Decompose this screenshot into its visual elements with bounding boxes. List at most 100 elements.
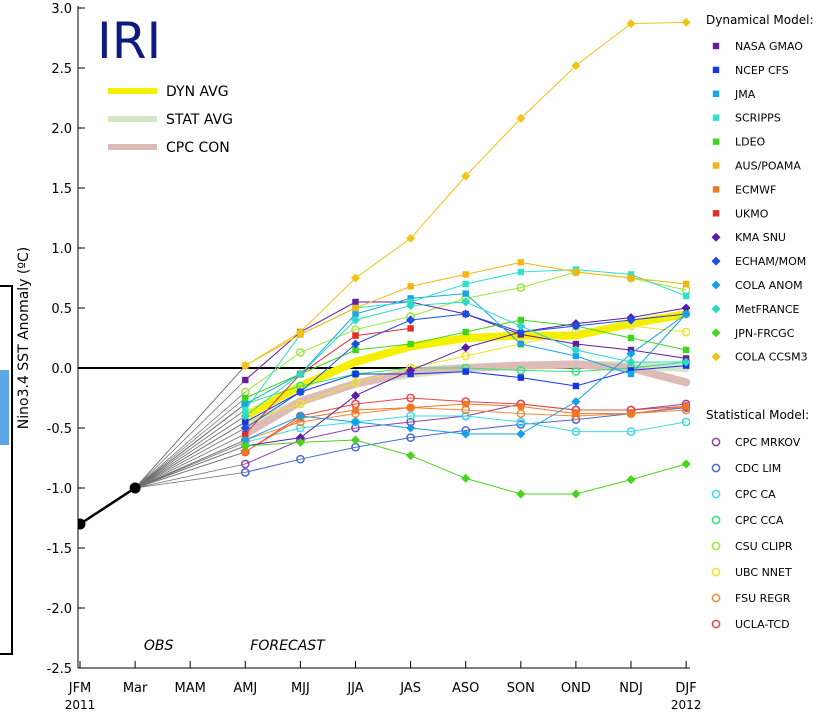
data-point [352,370,359,378]
data-point [571,345,581,355]
forecast-connector [134,427,246,489]
data-point [517,340,524,348]
series-cola-ccsm3 [240,17,690,371]
data-point [462,400,469,408]
data-point [461,171,471,181]
legend-label: AUS/POAMA [735,160,801,173]
data-point [351,378,360,387]
legend-item: CDC LIM [711,462,781,475]
observed-point [129,482,141,494]
data-point [516,489,526,499]
legend-item: ECMWF [712,183,776,196]
x-tick-label: MAM [175,681,206,696]
data-point [295,369,305,379]
x-tick-label: ASO [452,681,479,696]
series-cpc-ca [240,411,690,447]
legend-item: NASA GMAO [712,40,803,53]
legend-marker [712,90,720,97]
legend-label: ECMWF [735,183,776,196]
y-tick-label: 2.0 [51,122,72,137]
data-point [681,17,690,27]
data-point [240,361,250,371]
forecast-connector [134,391,246,489]
year-start-label: 2011 [65,698,96,712]
forecast-connector [134,433,246,489]
data-point [517,268,524,276]
data-point [407,404,414,411]
legend-label: LDEO [735,136,766,149]
data-point [626,349,636,359]
data-point [295,437,305,447]
legend-item: CSU CLIPR [711,540,793,553]
data-point [295,411,305,421]
observed-point [78,518,86,530]
forecast-annotation: FORECAST [250,638,326,654]
data-point [517,374,524,381]
forecast-connector [134,409,246,489]
data-point [517,403,524,410]
legend-item: UCLA-TCD [711,618,790,631]
data-point [351,315,360,325]
legend-label: COLA CCSM3 [735,351,808,364]
data-point [626,19,636,29]
legend-marker [711,567,721,577]
legend-item: LDEO [712,136,766,149]
data-point [295,387,305,397]
data-point [571,61,581,71]
legend-label: CPC CCA [735,514,784,527]
obs-annotation: OBS [144,638,174,654]
avg-legend-label: CPC CON [166,140,230,156]
legend-marker [712,162,720,169]
legend-label: ECHAM/MOM [735,255,806,268]
data-point [406,365,416,375]
series-ecmwf [242,400,690,456]
data-point [351,391,360,401]
series-jpn-frcgc [240,435,690,499]
legend-marker [712,186,720,193]
data-point [571,427,581,436]
data-point [352,310,359,318]
data-point [406,423,416,433]
data-point [626,475,636,485]
y-tick-label: -1.0 [47,482,72,497]
data-point [682,346,690,354]
data-point [296,454,305,464]
legend-item: UBC NNET [711,566,792,579]
series-line [245,403,687,453]
data-point [242,400,249,408]
data-point [462,328,469,336]
legend-marker [711,232,721,242]
legend-label: MetFRANCE [735,303,800,316]
iri-logo: IRI [97,12,161,70]
series-cola-anom [240,309,690,445]
data-point [681,417,690,427]
data-point [627,410,635,417]
data-point [572,352,580,360]
avg-legend-label: STAT AVG [166,112,233,128]
data-point [462,368,469,375]
legend-marker [711,515,721,525]
legend-marker [712,114,720,121]
data-point [242,394,249,402]
legend-label: JMA [734,88,756,101]
statistical-legend-heading: Statistical Model: [706,408,809,422]
legend-label: NCEP CFS [735,64,789,77]
year-end-label: 2012 [671,698,702,712]
legend-marker [712,138,720,145]
data-point [352,332,359,339]
forecast-connector [134,403,246,489]
legend-item: FSU REGR [711,592,791,605]
legend-label: UKMO [735,207,769,220]
y-tick-label: 0.0 [51,362,72,377]
data-point [406,433,415,442]
legend-item: JPN-FRCGC [711,327,795,340]
series-metfrance [240,297,690,421]
data-point [572,410,580,417]
legend-marker [712,42,720,50]
data-point [627,367,635,374]
data-point [462,271,469,278]
data-point [571,397,581,407]
data-point [242,418,249,426]
data-point [461,473,471,483]
series-line [245,415,687,443]
